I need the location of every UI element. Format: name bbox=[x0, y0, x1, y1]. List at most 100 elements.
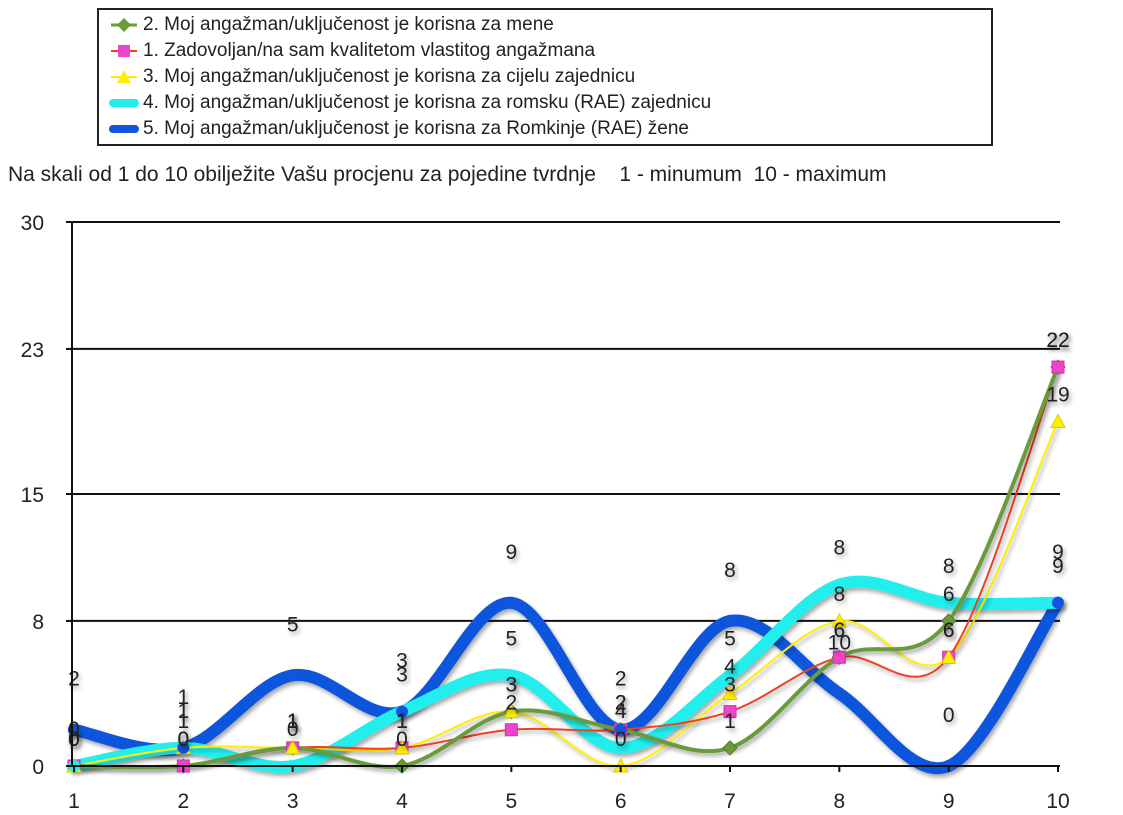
x-tick-label: 8 bbox=[833, 790, 845, 813]
data-label: 3 bbox=[396, 664, 408, 687]
legend-label: 2. Moj angažman/uključenost je korisna z… bbox=[143, 14, 554, 35]
data-label: 1 bbox=[396, 710, 408, 733]
legend-item-4: 4. Moj angažman/uključenost je korisna z… bbox=[109, 92, 712, 114]
data-label: 1 bbox=[287, 710, 299, 733]
x-tick-label: 7 bbox=[724, 790, 736, 813]
legend-item-5: 5. Moj angažman/uključenost je korisna z… bbox=[109, 118, 689, 140]
series-3-point bbox=[831, 612, 848, 628]
chart-legend: 2. Moj angažman/uključenost je korisna z… bbox=[97, 8, 993, 146]
legend-label: 3. Moj angažman/uključenost je korisna z… bbox=[143, 66, 636, 87]
legend-item-2: 1. Zadovoljan/na sam kvalitetom vlastito… bbox=[111, 40, 595, 62]
data-label: 0 bbox=[177, 728, 189, 751]
data-label: 1 bbox=[287, 710, 299, 733]
series-2-point bbox=[1051, 360, 1065, 374]
series-2-point bbox=[832, 650, 846, 664]
x-tick-label: 3 bbox=[287, 790, 299, 813]
data-label: 3 bbox=[505, 674, 517, 697]
x-tick-label: 4 bbox=[396, 790, 408, 813]
data-label: 6 bbox=[943, 619, 955, 642]
data-label: 9 bbox=[505, 541, 517, 564]
data-label: 0 bbox=[68, 728, 80, 751]
data-label: 0 bbox=[615, 728, 627, 751]
x-tick-label: 6 bbox=[615, 790, 627, 813]
legend-marker-icon bbox=[109, 66, 139, 88]
series-3-point bbox=[284, 739, 301, 755]
y-tick-label: 8 bbox=[32, 611, 44, 634]
series-5-point bbox=[286, 669, 299, 682]
series-5-point bbox=[1052, 596, 1064, 609]
data-label: 22 bbox=[1046, 329, 1069, 352]
data-label: 3 bbox=[396, 650, 408, 673]
series-2-point bbox=[723, 705, 737, 719]
x-tick-label: 1 bbox=[68, 790, 80, 813]
data-label: 5 bbox=[505, 627, 517, 650]
data-label: 1 bbox=[177, 686, 189, 709]
series-4-point bbox=[942, 596, 955, 609]
data-label: 2 bbox=[615, 668, 627, 691]
series-5-point bbox=[177, 741, 190, 754]
data-label: 6 bbox=[833, 619, 845, 642]
series-5-point bbox=[396, 705, 408, 718]
x-tick-label: 10 bbox=[1046, 790, 1069, 813]
series-5-point bbox=[833, 687, 846, 700]
data-label: 0 bbox=[396, 728, 408, 751]
data-label: 4 bbox=[724, 655, 736, 678]
data-label: 9 bbox=[1052, 555, 1064, 578]
legend-marker-icon bbox=[109, 14, 139, 36]
data-label: 19 bbox=[1046, 383, 1069, 406]
data-label: 0 bbox=[177, 728, 189, 751]
data-label: 1 bbox=[724, 710, 736, 733]
data-label: 0 bbox=[68, 718, 80, 741]
series-4-point bbox=[505, 669, 518, 682]
data-label: 6 bbox=[943, 619, 955, 642]
series-4-point bbox=[724, 669, 736, 682]
y-tick-label: 30 bbox=[21, 212, 44, 235]
x-tick-label: 9 bbox=[943, 790, 955, 813]
chart-subtitle: Na skali od 1 do 10 obilježite Vašu proc… bbox=[8, 163, 887, 186]
data-label: 22 bbox=[1046, 329, 1069, 352]
legend-marker-icon bbox=[109, 92, 139, 114]
data-label: 8 bbox=[833, 583, 845, 606]
data-label: 9 bbox=[1052, 541, 1064, 564]
series-line-1 bbox=[72, 365, 1060, 770]
data-label: 2 bbox=[615, 692, 627, 715]
y-tick-label: 0 bbox=[32, 756, 44, 779]
data-label: 1 bbox=[287, 710, 299, 733]
series-3-point bbox=[1050, 413, 1066, 428]
data-label: 6 bbox=[833, 619, 845, 642]
series-1-point bbox=[722, 740, 738, 756]
series-3-point bbox=[503, 703, 520, 719]
series-5-point bbox=[505, 596, 518, 609]
series-1-point bbox=[940, 613, 957, 629]
y-tick-label: 23 bbox=[21, 339, 44, 362]
legend-marker-icon bbox=[109, 40, 139, 62]
series-4-point bbox=[614, 741, 627, 754]
data-label: 2 bbox=[505, 692, 517, 715]
series-3-point bbox=[940, 649, 957, 664]
data-label: 10 bbox=[828, 631, 851, 654]
data-label: 8 bbox=[724, 559, 736, 582]
data-label: 1 bbox=[177, 710, 189, 733]
legend-marker-icon bbox=[109, 118, 139, 140]
data-label: 1 bbox=[396, 710, 408, 733]
series-5-point bbox=[724, 614, 736, 627]
data-label: 0 bbox=[68, 728, 80, 751]
legend-item-3: 3. Moj angažman/uključenost je korisna z… bbox=[111, 66, 636, 88]
legend-item-1: 2. Moj angažman/uključenost je korisna z… bbox=[111, 14, 554, 36]
data-label: 6 bbox=[943, 583, 955, 606]
x-tick-label: 5 bbox=[505, 790, 517, 813]
y-tick-label: 15 bbox=[21, 484, 44, 507]
x-tick-label: 2 bbox=[177, 790, 189, 813]
data-label: 0 bbox=[943, 704, 955, 727]
data-label: 4 bbox=[615, 700, 627, 723]
data-label: 5 bbox=[287, 613, 299, 636]
data-label: 8 bbox=[833, 537, 845, 560]
data-label: 0 bbox=[68, 728, 80, 751]
data-label: 5 bbox=[724, 627, 736, 650]
legend-label: 5. Moj angažman/uključenost je korisna z… bbox=[143, 118, 689, 139]
data-label: 1 bbox=[177, 700, 189, 723]
data-label: 3 bbox=[724, 674, 736, 697]
legend-label: 4. Moj angažman/uključenost je korisna z… bbox=[143, 92, 712, 113]
data-label: 8 bbox=[943, 555, 955, 578]
